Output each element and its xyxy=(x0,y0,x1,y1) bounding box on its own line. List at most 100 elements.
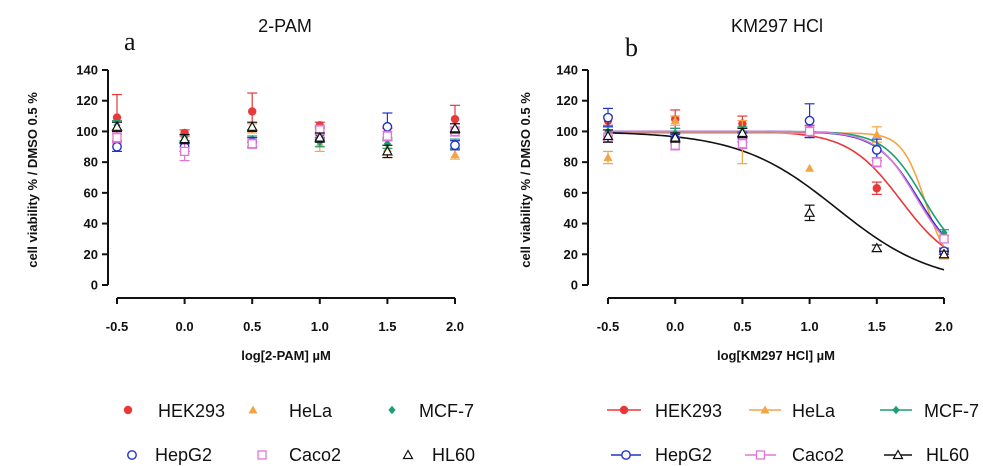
panel-b-title: KM297 HCl xyxy=(731,16,823,36)
legend-b-label-hek293: HEK293 xyxy=(655,401,722,421)
y-tick-label: 40 xyxy=(84,216,98,231)
x-tick-label: 0.5 xyxy=(243,319,261,334)
y-tick-label: 20 xyxy=(84,247,98,262)
x-tick-label: 1.0 xyxy=(311,319,329,334)
data-point-caco2 xyxy=(112,132,122,143)
data-point-hl60 xyxy=(111,121,123,131)
legend-b-label-hepg2: HepG2 xyxy=(655,445,712,465)
data-point-hek293 xyxy=(248,107,257,116)
y-tick-label: 80 xyxy=(84,155,98,170)
data-point-hepg2 xyxy=(450,140,460,151)
legend-marker-caco2 xyxy=(257,450,267,460)
y-tick-label: 60 xyxy=(564,185,578,200)
data-point-hela xyxy=(805,163,815,172)
y-tick-label: 0 xyxy=(571,278,578,293)
y-tick-label: 20 xyxy=(564,247,578,262)
x-tick-label: 1.5 xyxy=(868,319,886,334)
x-tick-label: -0.5 xyxy=(106,319,128,334)
fit-curve-hela xyxy=(608,132,945,248)
y-tick-label: 60 xyxy=(84,185,98,200)
panel-b-fit-curves xyxy=(608,130,945,271)
data-point-hl60 xyxy=(602,130,614,141)
y-tick-label: 140 xyxy=(556,63,578,78)
data-point-hl60 xyxy=(246,121,258,131)
panel-b-x-axis-label: log[KM297 HCl] µM xyxy=(717,348,835,363)
data-point-hela xyxy=(450,149,460,158)
data-point-caco2 xyxy=(872,157,882,167)
y-tick-label: 80 xyxy=(564,155,578,170)
data-point-hela xyxy=(670,116,680,125)
data-point-hek293 xyxy=(872,184,881,193)
legend-marker-hepg2 xyxy=(621,450,631,460)
panel-b: b KM297 HCl cell viability % / DMSO 0.5 … xyxy=(518,16,953,363)
y-tick-label: 120 xyxy=(556,93,578,108)
series-hek293 xyxy=(112,92,460,142)
legend-marker-mcf7 xyxy=(388,405,396,415)
data-point-hl60 xyxy=(804,207,816,217)
legend-a-label-hepg2: HepG2 xyxy=(155,445,212,465)
fit-curve-caco2 xyxy=(608,130,945,238)
data-point-hela xyxy=(603,153,613,162)
data-point-hepg2 xyxy=(603,112,613,123)
data-point-hepg2 xyxy=(804,115,815,126)
x-tick-label: 0.0 xyxy=(666,319,684,334)
panel-a-letter: a xyxy=(124,27,136,56)
series-hela xyxy=(112,123,460,160)
y-tick-label: 0 xyxy=(91,278,98,293)
y-tick-label: 40 xyxy=(564,216,578,231)
data-point-caco2 xyxy=(179,146,190,157)
legend-a-label-hela: HeLa xyxy=(289,401,333,421)
panel-a-x-axis-label: log[2-PAM] µM xyxy=(241,348,331,363)
data-point-caco2 xyxy=(939,234,949,244)
legend-b-label-hela: HeLa xyxy=(792,401,836,421)
panel-a-y-axis-label: cell viability % / DMSO 0.5 % xyxy=(25,92,40,268)
series-hl60 xyxy=(111,121,461,159)
data-point-caco2 xyxy=(382,131,393,141)
series-hl60 xyxy=(602,127,950,259)
data-point-hek293 xyxy=(112,113,122,122)
x-tick-label: 1.0 xyxy=(801,319,819,334)
series-mcf7 xyxy=(112,120,460,149)
fit-curve-mcf7 xyxy=(608,130,945,230)
legend-marker-hl60 xyxy=(892,449,904,460)
data-point-hepg2 xyxy=(871,144,882,155)
panel-b-data-marks xyxy=(602,103,950,260)
x-tick-label: -0.5 xyxy=(597,319,619,334)
legend-b-label-hl60: HL60 xyxy=(926,445,969,465)
data-point-hl60 xyxy=(871,242,883,253)
legend-marker-hela xyxy=(248,405,258,414)
series-hepg2 xyxy=(112,112,460,152)
legend-marker-hl60 xyxy=(402,449,414,460)
data-point-caco2 xyxy=(804,126,815,137)
series-caco2 xyxy=(112,124,460,162)
series-hepg2 xyxy=(603,103,949,257)
data-point-hepg2 xyxy=(382,121,393,132)
x-tick-label: 2.0 xyxy=(935,319,953,334)
legend-b-label-mcf7: MCF-7 xyxy=(924,401,979,421)
legend-marker-mcf7 xyxy=(892,405,900,415)
data-point-caco2 xyxy=(737,139,748,149)
data-point-hela xyxy=(872,130,882,138)
y-tick-label: 100 xyxy=(556,124,578,139)
legend-b-label-caco2: Caco2 xyxy=(792,445,844,465)
data-point-hl60 xyxy=(179,133,191,144)
panel-b-axes: 0 20 40 60 80 100 120 140 -0.5 0.0 0.5 1.0 1.5 2.0 xyxy=(556,63,953,335)
legend-marker-caco2 xyxy=(755,450,766,460)
panel-a-title: 2-PAM xyxy=(258,16,312,36)
y-tick-label: 100 xyxy=(76,124,98,139)
panel-a-legend: HEK293 HeLa MCF-7 HepG2 Caco2 HL60 xyxy=(123,401,475,465)
fit-curve-hepg2 xyxy=(608,130,945,237)
panel-b-legend: HEK293 HeLa MCF-7 HepG2 Caco2 HL60 xyxy=(607,401,979,465)
legend-marker-hela xyxy=(760,405,770,414)
legend-a-label-mcf7: MCF-7 xyxy=(419,401,474,421)
legend-marker-hek293 xyxy=(619,405,629,415)
x-tick-label: 0.5 xyxy=(733,319,751,334)
data-point-hepg2 xyxy=(112,141,122,152)
panel-b-y-axis-label: cell viability % / DMSO 0.5 % xyxy=(518,92,533,268)
fit-curve-hek293 xyxy=(608,130,945,248)
panel-a: a 2-PAM cell viability % / DMSO 0.5 % lo… xyxy=(25,16,464,363)
data-point-hl60 xyxy=(314,131,326,142)
data-point-hl60 xyxy=(669,131,681,142)
data-point-hl60 xyxy=(381,145,393,156)
